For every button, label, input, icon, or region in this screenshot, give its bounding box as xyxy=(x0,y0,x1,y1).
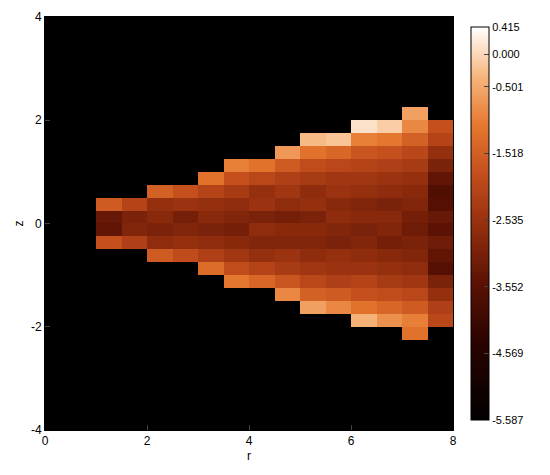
svg-text:4: 4 xyxy=(35,10,42,24)
svg-text:-1.518: -1.518 xyxy=(492,147,523,159)
svg-text:0: 0 xyxy=(35,217,42,231)
svg-text:-4.569: -4.569 xyxy=(492,347,523,359)
svg-text:8: 8 xyxy=(450,434,457,448)
svg-text:0.000: 0.000 xyxy=(492,48,520,60)
svg-text:2: 2 xyxy=(144,434,151,448)
svg-text:-2: -2 xyxy=(31,320,42,334)
svg-text:6: 6 xyxy=(348,434,355,448)
svg-text:-3.552: -3.552 xyxy=(492,281,523,293)
svg-text:-0.501: -0.501 xyxy=(492,81,523,93)
svg-text:z: z xyxy=(12,221,26,227)
svg-text:-4: -4 xyxy=(31,423,42,437)
svg-text:0.415: 0.415 xyxy=(492,21,520,33)
svg-text:-5.587: -5.587 xyxy=(492,414,523,426)
svg-text:0: 0 xyxy=(42,434,49,448)
svg-text:4: 4 xyxy=(246,434,253,448)
svg-text:r: r xyxy=(247,449,251,463)
svg-text:-2.535: -2.535 xyxy=(492,214,523,226)
svg-text:2: 2 xyxy=(35,113,42,127)
